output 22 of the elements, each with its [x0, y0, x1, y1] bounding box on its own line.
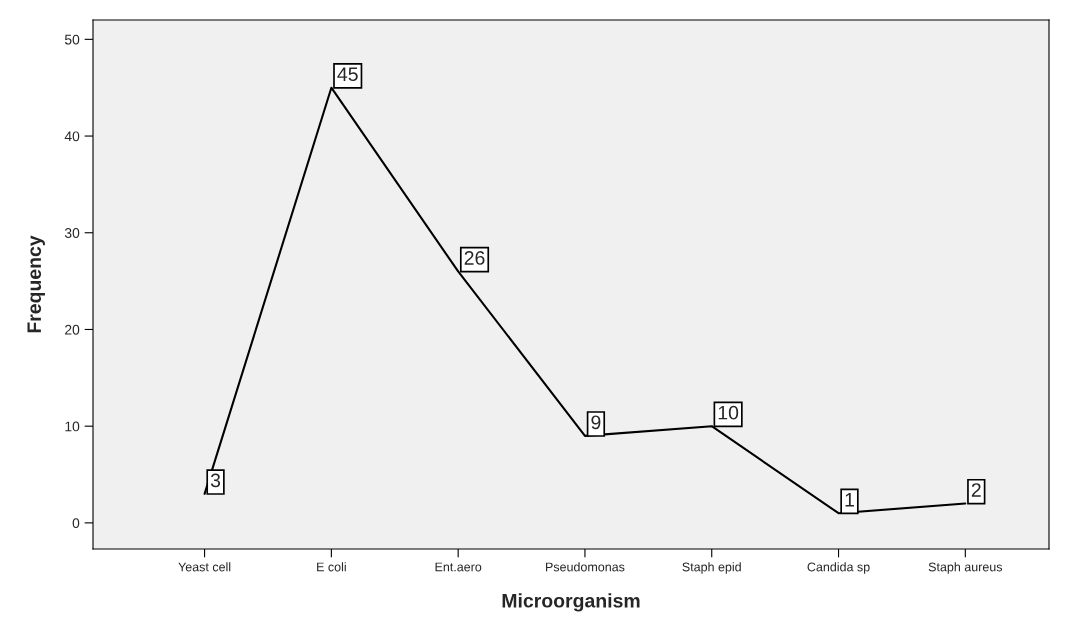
data-label: 1: [845, 493, 854, 507]
y-axis-title: Frequency: [27, 235, 45, 333]
data-label: 10: [718, 405, 739, 420]
data-label: 2: [971, 483, 981, 497]
y-tick-label: 40: [64, 131, 80, 142]
data-label: 9: [591, 415, 601, 430]
x-tick-label: Yeast cell: [178, 562, 231, 572]
y-tick-label: 0: [72, 518, 80, 529]
y-tick-label: 10: [65, 421, 80, 432]
x-tick-label: E coli: [317, 562, 346, 572]
x-tick-label: Candida sp: [807, 562, 870, 574]
x-tick-label: Staph epid: [682, 562, 741, 574]
x-tick-label: Ent.aero: [435, 562, 482, 572]
y-tick-label: 50: [64, 34, 80, 45]
data-label: 3: [210, 473, 221, 488]
x-tick-label: Staph aureus: [928, 562, 1003, 574]
data-label: 26: [464, 251, 485, 265]
x-axis-title: Microorganism: [502, 593, 640, 612]
data-label: 45: [337, 67, 358, 82]
x-tick-label: Pseudomonas: [546, 562, 625, 572]
y-tick-label: 20: [65, 324, 80, 335]
y-tick-label: 30: [64, 228, 80, 238]
